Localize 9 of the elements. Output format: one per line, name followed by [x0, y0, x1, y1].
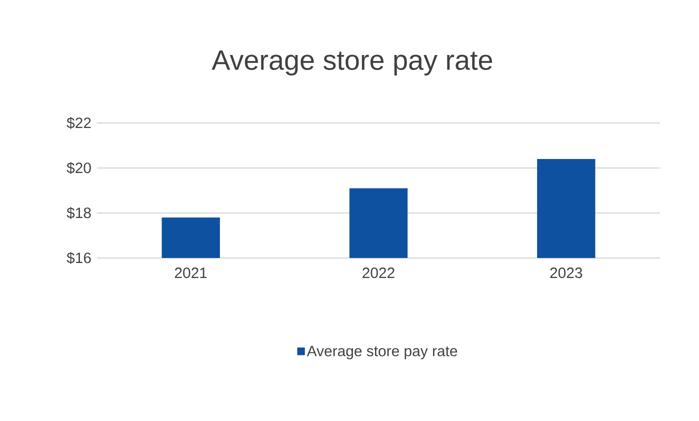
legend-label: Average store pay rate	[306, 346, 458, 360]
y-tick-label: $16	[66, 252, 91, 264]
x-tick-label: 2022	[362, 268, 394, 278]
y-tick-label: $22	[66, 116, 91, 130]
x-tick-label: 2023	[550, 268, 582, 278]
chart-title: Average store pay rate	[212, 50, 492, 76]
y-tick-label: $18	[66, 206, 91, 220]
y-tick-label: $20	[66, 162, 91, 174]
x-tick-label: 2021	[174, 268, 207, 278]
